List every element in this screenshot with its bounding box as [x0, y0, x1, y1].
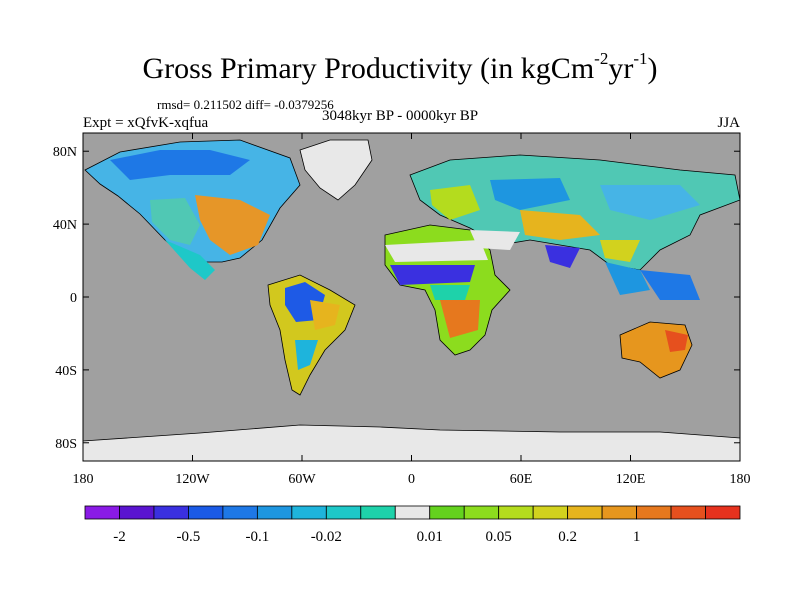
longitude-axis: 180 120W 60W 0 60E 120E 180 [73, 133, 751, 487]
colorbar-box [222, 505, 258, 520]
season-label: JJA [717, 115, 740, 131]
lon-tick-label: 120W [175, 472, 210, 487]
colorbar-label: 0.05 [486, 529, 512, 545]
lat-tick-label: 40S [55, 364, 77, 379]
colorbar-label: -0.02 [311, 529, 342, 545]
colorbar-box [532, 505, 569, 520]
lon-tick-label: 0 [408, 472, 415, 487]
chart-title: Gross Primary Productivity (in kgCm-2yr-… [142, 49, 658, 85]
colorbar-box [291, 505, 327, 520]
colorbar-box [567, 505, 603, 520]
colorbar-label: -0.1 [245, 529, 269, 545]
lon-tick-label: 60W [288, 472, 316, 487]
greenland-landmass [299, 139, 373, 201]
land-fields [83, 139, 740, 461]
colorbar-box [153, 505, 189, 520]
lat-tick-label: 0 [70, 291, 77, 306]
latitude-axis: 80N 40N 0 40S 80S [53, 145, 740, 452]
colorbar-label: 1 [633, 529, 641, 545]
colorbar-box [325, 505, 362, 520]
colorbar-box [636, 505, 672, 520]
colorbar: -2 -0.5 -0.1 -0.02 0.01 0.05 0.2 1 [84, 505, 741, 545]
colorbar-box [601, 505, 637, 520]
colorbar-box [394, 505, 431, 520]
lon-tick-label: 60E [510, 472, 533, 487]
lat-tick-label: 80N [53, 145, 77, 160]
antarctica-coast [83, 424, 740, 442]
colorbar-box [360, 505, 396, 520]
lon-tick-label: 120E [616, 472, 646, 487]
colorbar-box [256, 505, 293, 520]
colorbar-box [705, 505, 741, 520]
lon-tick-label: 180 [730, 472, 751, 487]
colorbar-label: 0.2 [558, 529, 577, 545]
colorbar-box [498, 505, 534, 520]
antarctica-landmass [83, 425, 740, 461]
colorbar-box [670, 505, 706, 520]
colorbar-box [119, 505, 155, 520]
colorbar-box [188, 505, 224, 520]
lat-tick-label: 80S [55, 437, 77, 452]
period-label: 3048kyr BP - 0000kyr BP [322, 108, 479, 124]
experiment-label: Expt = xQfvK-xqfua [83, 115, 209, 131]
lon-tick-label: 180 [73, 472, 94, 487]
colorbar-box [463, 505, 500, 520]
colorbar-box [429, 505, 465, 520]
colorbar-label: -0.5 [177, 529, 201, 545]
lat-tick-label: 40N [53, 218, 77, 233]
colorbar-box [84, 505, 120, 520]
colorbar-label: 0.01 [417, 529, 443, 545]
colorbar-label: -2 [113, 529, 126, 545]
stats-text: rmsd= 0.211502 diff= -0.0379256 [157, 97, 334, 112]
